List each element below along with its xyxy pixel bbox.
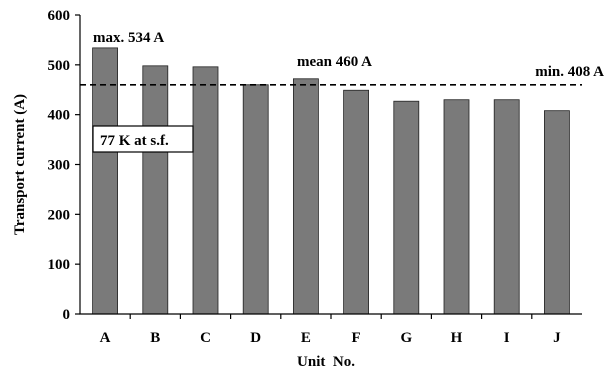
y-tick-label: 500 [48, 58, 71, 74]
x-tick-label: F [352, 330, 361, 346]
x-tick-label: H [451, 330, 463, 346]
condition-label: 77 K at s.f. [100, 133, 169, 149]
y-axis-title: Transport current (A) [12, 94, 28, 235]
y-tick-label: 0 [63, 307, 71, 323]
bar-c [192, 66, 219, 315]
bar-h [443, 99, 470, 315]
y-tick-label: 200 [48, 207, 71, 223]
y-axis-ticks: 0 100 200 300 400 500 600 [48, 8, 80, 323]
bar-d [242, 84, 269, 315]
x-tick-label: B [150, 330, 160, 346]
bar-a [92, 47, 118, 315]
mean-annotation: mean 460 A [297, 54, 372, 70]
bar-g [393, 100, 420, 315]
x-tick-label: C [200, 330, 211, 346]
x-tick-label: A [100, 330, 111, 346]
x-tick-label: G [400, 330, 412, 346]
bar-j [544, 110, 570, 315]
y-tick-label: 400 [48, 108, 71, 124]
bar-b [142, 65, 169, 315]
bar-i [493, 99, 520, 315]
y-tick-label: 100 [48, 257, 71, 273]
x-tick-label: D [250, 330, 261, 346]
x-axis-title: Unit No. [297, 354, 355, 370]
condition-box [92, 125, 194, 153]
bars-group [92, 47, 570, 315]
max-annotation: max. 534 A [93, 30, 164, 46]
axis-frame [79, 15, 582, 315]
min-annotation: min. 408 A [535, 64, 604, 80]
bar-f [343, 89, 370, 315]
x-tick-label: I [504, 330, 510, 346]
x-tick-label: E [301, 330, 311, 346]
y-tick-label: 300 [48, 158, 71, 174]
x-tick-label: J [553, 330, 561, 346]
x-axis-ticks: A B C D E F G H I J [100, 314, 561, 346]
y-tick-label: 600 [48, 8, 71, 24]
bar-e [292, 78, 319, 315]
